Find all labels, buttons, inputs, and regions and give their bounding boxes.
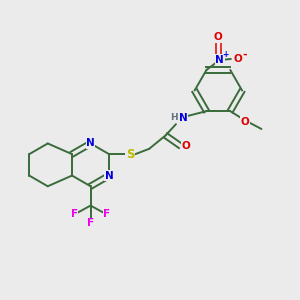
Text: S: S <box>126 148 134 161</box>
Text: N: N <box>179 112 188 123</box>
Text: F: F <box>87 218 94 228</box>
Text: O: O <box>214 32 223 42</box>
Text: O: O <box>182 141 191 151</box>
Text: +: + <box>222 50 228 59</box>
Text: F: F <box>103 209 110 220</box>
Text: N: N <box>215 55 224 64</box>
Text: F: F <box>70 209 78 220</box>
Text: N: N <box>86 139 95 148</box>
Text: O: O <box>234 54 243 64</box>
Text: H: H <box>170 113 178 122</box>
Text: N: N <box>105 171 113 181</box>
Text: O: O <box>241 117 250 127</box>
Text: -: - <box>243 50 248 60</box>
